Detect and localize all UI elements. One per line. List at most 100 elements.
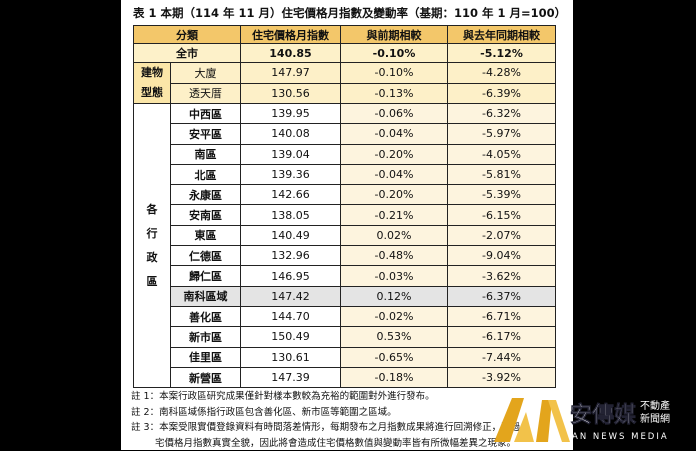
note-line: 註 2：南科區域係指行政區包含善化區、新市區等範圍之區域。 [131, 405, 520, 421]
cell: -3.62% [448, 266, 556, 286]
cell: -0.10% [341, 63, 448, 84]
cell: 139.04 [241, 144, 341, 164]
cell: 130.61 [241, 347, 341, 367]
notes: 註 1：本案行政區研究成果僅針對樣本數較為充裕的範圍對外進行發布。註 2：南科區… [131, 389, 520, 451]
cell: -9.04% [448, 246, 556, 266]
note-line: 註 1：本案行政區研究成果僅針對樣本數較為充裕的範圍對外進行發布。 [131, 389, 520, 405]
cell: -5.81% [448, 164, 556, 184]
row-label: 透天厝 [171, 83, 241, 104]
header-cell: 住宅價格月指數 [241, 26, 341, 44]
cell: -0.48% [341, 246, 448, 266]
cell: -2.07% [448, 225, 556, 245]
row-label: 永康區 [171, 185, 241, 205]
cell: -0.02% [341, 306, 448, 326]
cell: -4.05% [448, 144, 556, 164]
cell: 132.96 [241, 246, 341, 266]
row-label: 新營區 [171, 367, 241, 387]
cell: 144.70 [241, 306, 341, 326]
cell: 150.49 [241, 327, 341, 347]
cell: 139.36 [241, 164, 341, 184]
cell: -5.12% [448, 44, 556, 63]
note-line: 註 3：本案受限實價登錄資料有時間落差情形，每期發布之月指數成果將進行回溯修正，… [131, 420, 520, 436]
cell: -4.28% [448, 63, 556, 84]
cell: 147.39 [241, 367, 341, 387]
row-label: 歸仁區 [171, 266, 241, 286]
cell: 0.53% [341, 327, 448, 347]
header-cell: 與去年同期相較 [448, 26, 556, 44]
cell: -7.44% [448, 347, 556, 367]
header-row: 分類住宅價格月指數與前期相較與去年同期相較 [134, 26, 556, 44]
row-label: 中西區 [171, 104, 241, 124]
cell: 0.02% [341, 225, 448, 245]
cell: -6.17% [448, 327, 556, 347]
table-title: 表 1 本期（114 年 11 月）住宅價格月指數及變動率（基期：110 年 1… [133, 5, 566, 21]
row-label: 東區 [171, 225, 241, 245]
row-label: 仁德區 [171, 246, 241, 266]
cell: -0.04% [341, 124, 448, 144]
cell: -6.71% [448, 306, 556, 326]
cell: -5.97% [448, 124, 556, 144]
row-label: 南區 [171, 144, 241, 164]
logo-shape [536, 400, 552, 442]
row-label: 佳里區 [171, 347, 241, 367]
cell: 139.95 [241, 104, 341, 124]
cell: 140.85 [241, 44, 341, 63]
cell: -5.39% [448, 185, 556, 205]
logo-shape [548, 400, 570, 442]
cell: -6.37% [448, 286, 556, 306]
cell: 140.08 [241, 124, 341, 144]
row-label: 全市 [134, 44, 241, 63]
cell: -3.92% [448, 367, 556, 387]
row-label: 善化區 [171, 306, 241, 326]
cell: 130.56 [241, 83, 341, 104]
cell: -0.03% [341, 266, 448, 286]
cell: -0.65% [341, 347, 448, 367]
group-cell: 建物型態 [134, 63, 171, 104]
row-label: 安南區 [171, 205, 241, 225]
cell: -0.20% [341, 185, 448, 205]
cell: -6.39% [448, 83, 556, 104]
cell: -6.15% [448, 205, 556, 225]
watermark: 安傳媒 不動產 新聞網 AN NEWS MEDIA [490, 392, 696, 448]
cell: -0.21% [341, 205, 448, 225]
cell: -0.10% [341, 44, 448, 63]
cell: -0.18% [341, 367, 448, 387]
cell: 0.12% [341, 286, 448, 306]
brand-english: AN NEWS MEDIA [572, 432, 669, 442]
cell: 140.49 [241, 225, 341, 245]
brand-sub: 不動產 [640, 399, 670, 412]
group-cell: 各行政區 [134, 104, 171, 388]
header-cell: 分類 [134, 26, 241, 44]
cell: 142.66 [241, 185, 341, 205]
group-label: 建物型態 [140, 63, 164, 103]
cell: 138.05 [241, 205, 341, 225]
row-label: 新市區 [171, 327, 241, 347]
cell: -0.06% [341, 104, 448, 124]
row-label: 大廈 [171, 63, 241, 84]
cell: 147.97 [241, 63, 341, 84]
brand-sub: 新聞網 [640, 412, 670, 425]
cell: -0.20% [341, 144, 448, 164]
cell: -6.32% [448, 104, 556, 124]
header-cell: 與前期相較 [341, 26, 448, 44]
row-label: 安平區 [171, 124, 241, 144]
cell: -0.13% [341, 83, 448, 104]
note-line: 宅價格月指數真實全貌，因此將會造成住宅價格數值與變動率皆有所微幅差異之現象。 [131, 436, 520, 451]
